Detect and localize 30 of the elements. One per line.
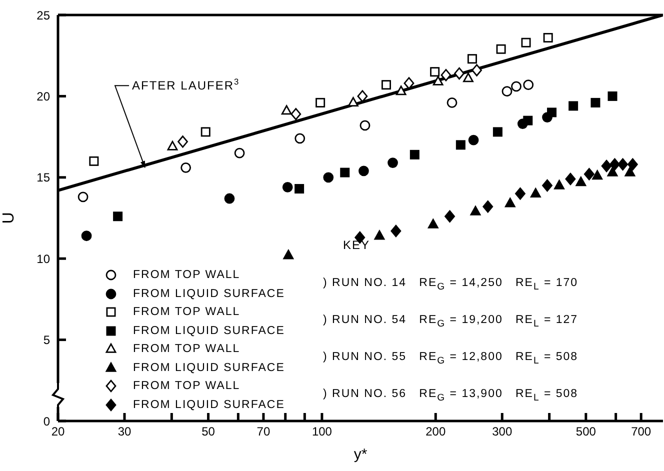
legend-label: FROM LIQUID SURFACE (133, 324, 286, 337)
x-tick-label: 700 (631, 424, 652, 439)
legend-label: FROM TOP WALL (133, 269, 242, 282)
annotation: ) RUN NO. 56 RE$_{G}$ = 13,900 RE$_{L}$ = 508 (323, 388, 578, 403)
legend-label: FROM LIQUID SURFACE (133, 362, 286, 374)
x-tick-label: 70 (256, 424, 270, 439)
legend-label: FROM TOP WALL (133, 380, 242, 392)
annotation: ) RUN NO. 54 RE$_{G}$ = 19,200 RE$_{L}$ = 127 (323, 314, 578, 329)
annotation: ) RUN NO. 55 RE$_{G}$ = 12,800 RE$_{L}$ = 508 (323, 350, 578, 366)
annotation: ) RUN NO. 14 RE$_{G}$ = 14,250 RE$_{L}$ = 170 (323, 276, 578, 292)
x-tick-label: 50 (202, 424, 216, 439)
x-tick-label: 100 (312, 424, 332, 439)
y-tick-label: 10 (36, 252, 50, 266)
legend-label: FROM LIQUID SURFACE (133, 398, 286, 411)
legend-label: FROM LIQUID SURFACE (133, 288, 286, 300)
annotation: KEY (343, 238, 370, 252)
annotation: AFTER LAUFER$^{3}$ (132, 76, 240, 93)
legend-label: FROM TOP WALL (133, 306, 242, 318)
y-tick-label: 0 (43, 414, 50, 428)
legend-label: FROM TOP WALL (133, 343, 242, 356)
x-axis-title: y* (354, 446, 368, 463)
x-tick-label: 300 (492, 424, 512, 439)
y-tick-label: 25 (36, 8, 50, 22)
x-tick-label: 200 (426, 424, 446, 439)
y-tick-label: 5 (43, 333, 50, 348)
y-tick-label: 15 (36, 170, 50, 185)
x-tick-label: 30 (118, 424, 132, 439)
y-tick-label: 20 (36, 89, 50, 104)
y-axis-title: U (0, 212, 18, 224)
x-tick-label: 500 (576, 424, 596, 439)
